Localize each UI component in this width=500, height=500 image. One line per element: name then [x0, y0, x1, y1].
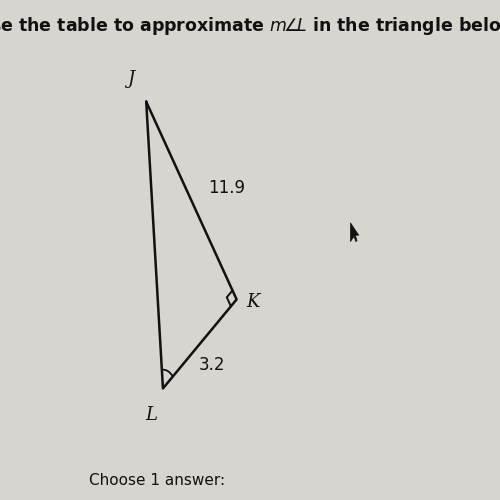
- Text: L: L: [145, 406, 157, 424]
- Text: Choose 1 answer:: Choose 1 answer:: [90, 474, 226, 488]
- Text: J: J: [128, 70, 135, 88]
- Text: 3.2: 3.2: [198, 356, 224, 374]
- Text: K: K: [246, 293, 260, 311]
- Text: Use the table to approximate $m\!\angle\! L$ in the triangle below.: Use the table to approximate $m\!\angle\…: [0, 15, 500, 37]
- Text: 11.9: 11.9: [208, 179, 245, 197]
- Polygon shape: [350, 223, 358, 242]
